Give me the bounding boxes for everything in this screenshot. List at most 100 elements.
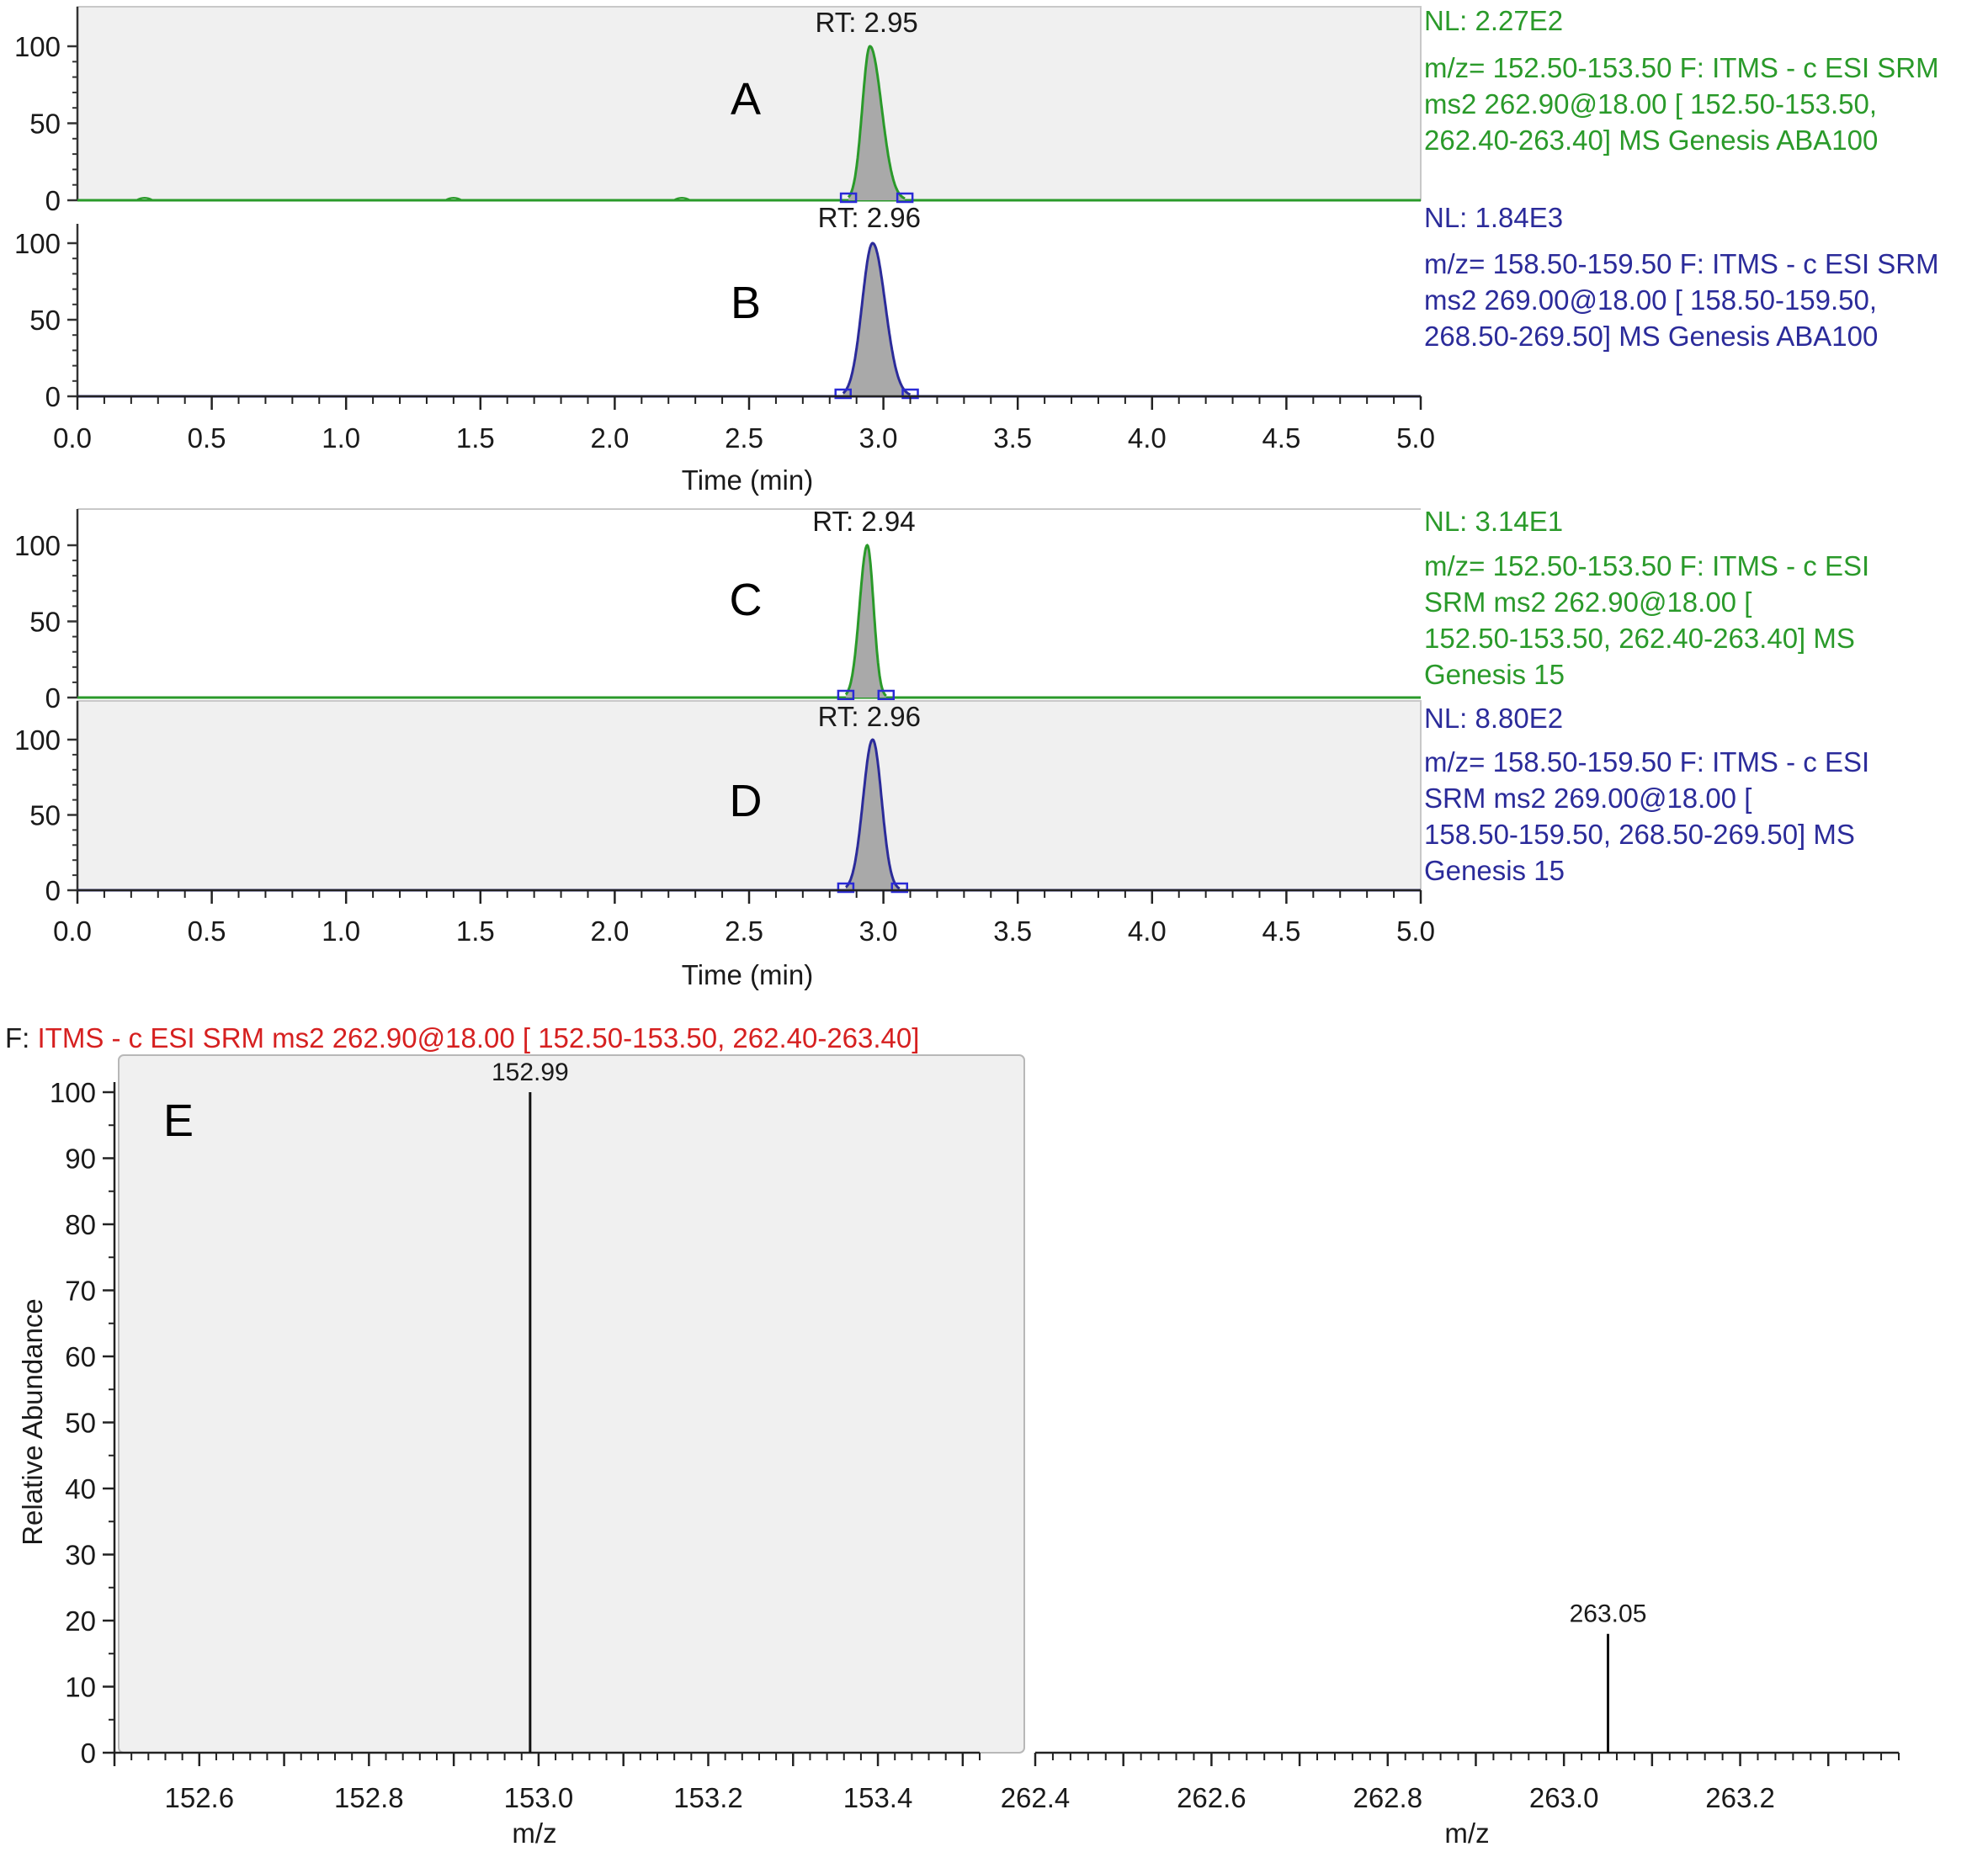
panel-letter: A [731, 74, 761, 125]
integration-marker [837, 689, 855, 701]
y-tick-label: 100 [14, 530, 61, 561]
chromatogram-panel-b: 100 50 0 RT: 2.96 B NL: 1.84E3 m/z= 158.50-159… [14, 202, 1939, 496]
x-tick-label: 4.0 [1128, 915, 1167, 947]
x-axis-title: m/z [1444, 1818, 1489, 1849]
filter-text: ITMS - c ESI SRM ms2 262.90@18.00 [ 152.… [38, 1022, 920, 1053]
peak-area [848, 46, 906, 200]
x-tick-label: 2.5 [725, 422, 763, 454]
baseline-noise [444, 197, 463, 201]
x-tick-label: 0.5 [188, 915, 226, 947]
x-tick-label: 2.5 [725, 915, 763, 947]
y-tick-label: 50 [29, 305, 61, 336]
peak-area [845, 545, 886, 698]
x-axis-title: m/z [512, 1818, 556, 1849]
x-tick-label: 4.5 [1262, 915, 1300, 947]
rt-label: RT: 2.94 [812, 506, 915, 537]
scan-filter-line: m/z= 158.50-159.50 F: ITMS - c ESI [1424, 746, 1869, 777]
x-tick-label: 153.0 [504, 1782, 574, 1813]
y-tick-label: 0 [81, 1738, 96, 1769]
x-tick-label: 152.8 [334, 1782, 404, 1813]
y-tick-label: 100 [14, 724, 61, 756]
x-tick-label: 3.5 [993, 915, 1032, 947]
scan-filter-line: SRM ms2 262.90@18.00 [ [1424, 586, 1751, 618]
rt-label: RT: 2.95 [815, 7, 917, 38]
y-tick-label: 100 [14, 228, 61, 259]
x-tick-label: 1.0 [322, 915, 360, 947]
nl-label: NL: 2.27E2 [1424, 5, 1563, 36]
panel-letter: B [731, 278, 761, 328]
plot-area-b [77, 224, 1421, 396]
plot-area-a [77, 6, 1422, 201]
chromatogram-panel-d: 100 50 0 RT: 2.96 D NL: 8.80E2 m/z= 158.50-159… [14, 700, 1869, 990]
y-tick-label: 50 [29, 607, 61, 638]
nl-label: NL: 8.80E2 [1424, 703, 1563, 734]
scan-filter-line: 268.50-269.50] MS Genesis ABA100 [1424, 321, 1878, 352]
scan-filter-line: m/z= 152.50-153.50 F: ITMS - c ESI [1424, 550, 1869, 581]
peak-area [845, 740, 900, 890]
peak-trace [844, 544, 887, 698]
y-tick-label: 0 [45, 381, 61, 412]
scan-filter-line: m/z= 152.50-153.50 F: ITMS - c ESI SRM [1424, 52, 1939, 83]
nl-label: NL: 3.14E1 [1424, 506, 1563, 537]
y-tick-label: 90 [65, 1144, 96, 1175]
x-tick-label: 2.0 [590, 915, 629, 947]
chromatogram-panel-c: 100 50 0 RT: 2.94 C NL: 3.14E1 m/z= 152.50-153… [14, 506, 1869, 714]
integration-marker [890, 882, 909, 894]
panel-letter: C [730, 575, 763, 625]
x-tick-label: 4.0 [1128, 422, 1167, 454]
y-tick-label: 50 [29, 109, 61, 140]
scan-filter-line: ms2 269.00@18.00 [ 158.50-159.50, [1424, 284, 1877, 316]
y-tick-label: 10 [65, 1672, 96, 1703]
x-tick-label: 262.6 [1177, 1782, 1246, 1813]
x-tick-label: 152.6 [164, 1782, 234, 1813]
rt-label: RT: 2.96 [818, 202, 921, 233]
x-tick-label: 0.0 [53, 422, 92, 454]
panel-letter: D [730, 776, 763, 826]
spectrum-filter-header: F: ITMS - c ESI SRM ms2 262.90@18.00 [ 1… [5, 1022, 919, 1053]
y-tick-label: 0 [45, 185, 61, 216]
x-tick-label: 5.0 [1396, 915, 1435, 947]
x-tick-label: 263.2 [1705, 1782, 1775, 1813]
plot-area-c [77, 509, 1421, 698]
y-tick-label: 0 [45, 682, 61, 714]
y-tick-label: 100 [14, 31, 61, 62]
integration-marker [834, 388, 852, 400]
x-axis-title: Time (min) [682, 959, 813, 990]
y-tick-label: 100 [50, 1077, 96, 1108]
integration-marker [839, 192, 858, 204]
x-tick-label: 153.2 [673, 1782, 743, 1813]
baseline-noise [136, 197, 154, 201]
filter-prefix: F: [5, 1022, 38, 1053]
y-tick-label: 50 [29, 800, 61, 831]
integration-marker [837, 882, 855, 894]
scan-filter-line: SRM ms2 269.00@18.00 [ [1424, 783, 1751, 814]
x-tick-label: 1.5 [456, 915, 495, 947]
scan-filter-line: Genesis 15 [1424, 855, 1565, 886]
chromatogram-panel-a: 100 50 0 RT: 2.95 A NL: 2.27E2 m/z= 152.50-153… [14, 5, 1939, 216]
integration-marker [896, 192, 914, 204]
baseline-noise [672, 197, 691, 201]
y-tick-label: 70 [65, 1276, 96, 1307]
y-tick-label: 60 [65, 1341, 96, 1372]
scan-filter-line: 158.50-159.50, 268.50-269.50] MS [1424, 819, 1855, 850]
y-tick-label: 30 [65, 1540, 96, 1571]
x-tick-label: 0.5 [188, 422, 226, 454]
spectrum-panel-e: F: ITMS - c ESI SRM ms2 262.90@18.00 [ 1… [5, 1022, 1900, 1849]
peak-trace [847, 45, 906, 200]
nl-label: NL: 1.84E3 [1424, 202, 1563, 233]
y-axis-title: Relative Abundance [17, 1298, 48, 1546]
panel-letter: E [163, 1096, 194, 1146]
scan-filter-line: ms2 262.90@18.00 [ 152.50-153.50, [1424, 88, 1877, 119]
x-tick-label: 0.0 [53, 915, 92, 947]
peak-trace [845, 738, 901, 890]
scan-filter-line: Genesis 15 [1424, 659, 1565, 690]
rt-label: RT: 2.96 [818, 701, 921, 732]
scan-filter-line: 152.50-153.50, 262.40-263.40] MS [1424, 623, 1855, 654]
y-tick-label: 0 [45, 875, 61, 906]
x-tick-label: 3.0 [859, 422, 898, 454]
y-tick-label: 50 [65, 1408, 96, 1439]
peak-trace [842, 241, 912, 396]
x-tick-label: 262.4 [1001, 1782, 1071, 1813]
x-tick-label: 1.0 [322, 422, 360, 454]
x-tick-label: 3.5 [993, 422, 1032, 454]
